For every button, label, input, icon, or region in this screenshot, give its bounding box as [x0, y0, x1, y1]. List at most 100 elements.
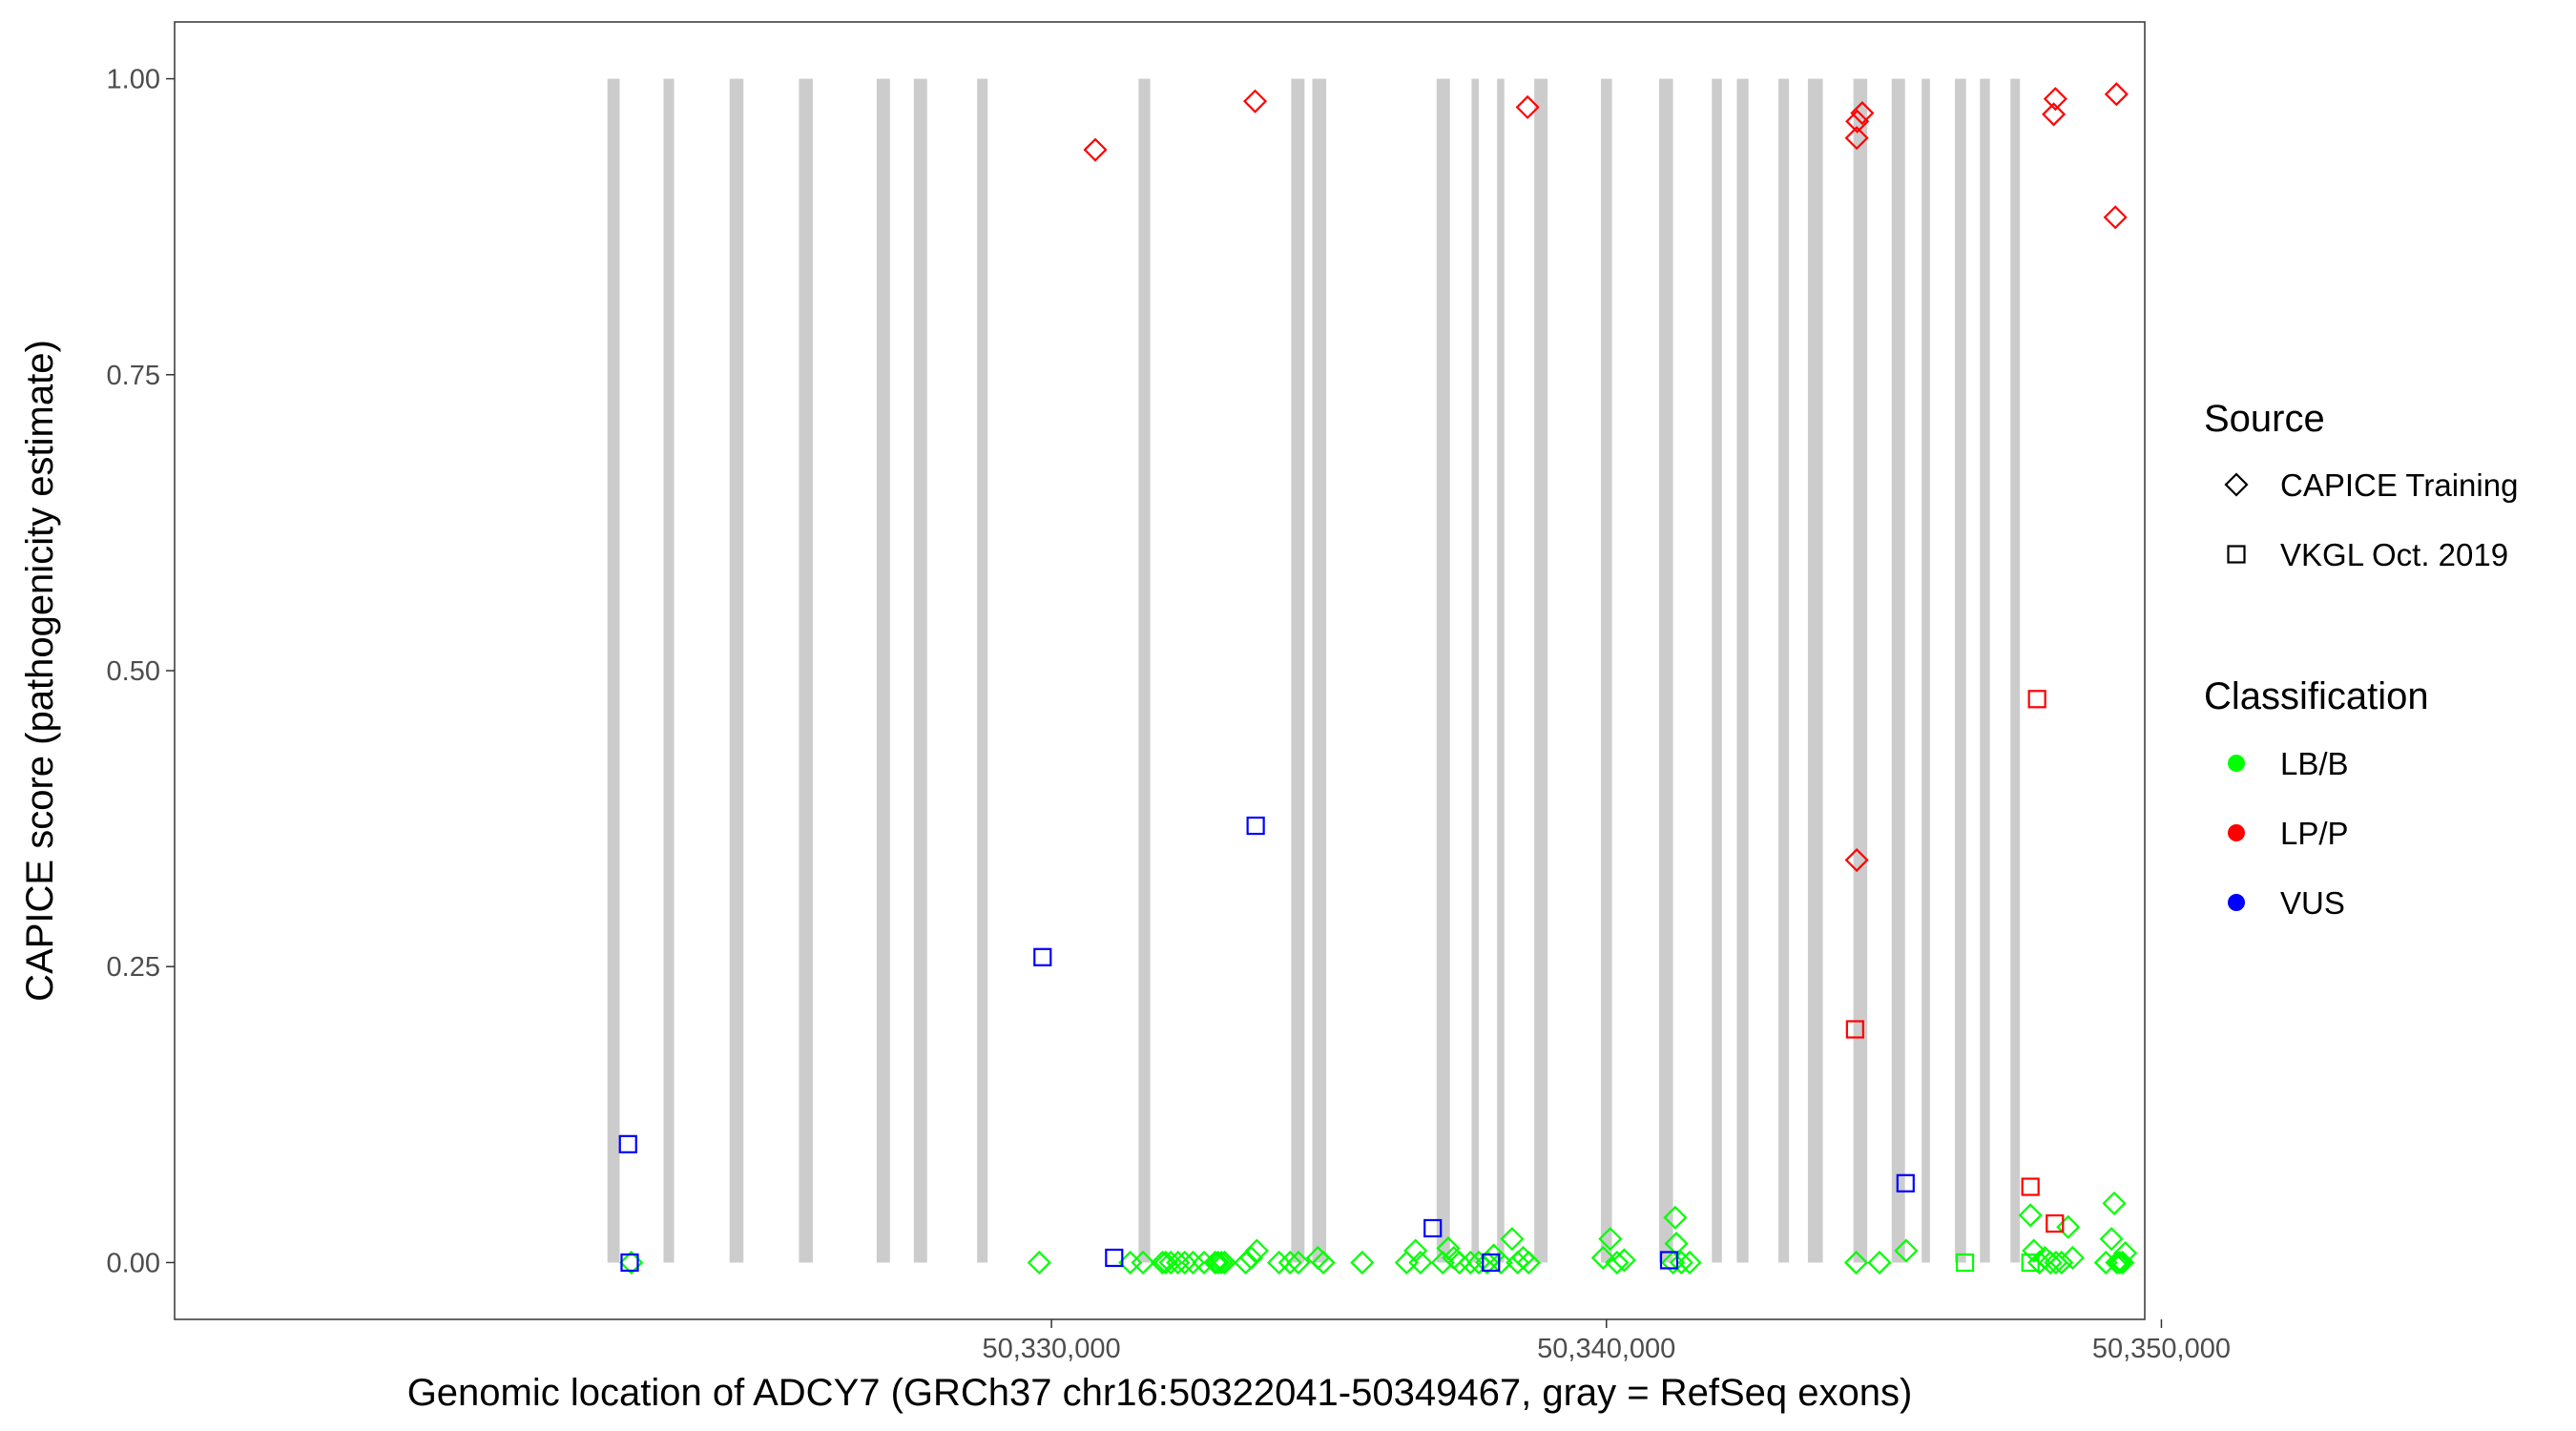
exon-band	[1778, 78, 1790, 1263]
exon-band	[1955, 78, 1966, 1263]
legend-classification-label: VUS	[2280, 885, 2345, 921]
vkgl-vus-point	[1423, 1218, 1443, 1238]
capice-training-lbb-point	[2060, 1245, 2085, 1271]
data-points	[618, 82, 2138, 1275]
exon-band	[913, 78, 927, 1263]
capice-training-lbb-point	[1500, 1227, 1525, 1252]
capice-training-lbb-point	[1516, 1250, 1541, 1275]
exon-band	[1291, 78, 1305, 1263]
exon-band	[1853, 78, 1868, 1263]
capice-training-lbb-point	[1430, 1250, 1455, 1275]
capice-training-lbb-point	[1605, 1250, 1630, 1275]
vkgl-vus-point	[1246, 816, 1265, 836]
legend-classification-label: LP/P	[2280, 816, 2349, 851]
capice-training-lbb-point	[1203, 1250, 1228, 1275]
vkgl-vus-point	[1659, 1251, 1679, 1270]
vkgl-lbb-point	[2021, 1253, 2040, 1273]
capice-training-lbb-point	[2102, 1191, 2127, 1215]
exon-band	[1659, 78, 1673, 1263]
legend-diamond-key	[2224, 472, 2249, 497]
capice-training-lpp-point	[1515, 94, 1540, 119]
legend-color-key	[2228, 755, 2245, 772]
capice-training-lbb-point	[1669, 1250, 1693, 1275]
exon-band	[1312, 78, 1327, 1263]
vkgl-vus-point	[620, 1253, 639, 1273]
legend-source-title: Source	[2204, 398, 2325, 440]
y-tick-label: 0.50	[107, 656, 160, 687]
capice-training-lbb-point	[1173, 1250, 1197, 1275]
capice-training-lbb-point	[1131, 1250, 1155, 1275]
capice-training-lbb-point	[2022, 1238, 2046, 1263]
capice-training-lbb-point	[1267, 1250, 1292, 1275]
exon-band	[1436, 78, 1450, 1263]
x-tick-label: 50,340,000	[1537, 1334, 1675, 1364]
legend-color-key	[2228, 894, 2245, 911]
vkgl-vus-point	[1896, 1173, 1915, 1192]
capice-training-lbb-point	[2038, 1250, 2063, 1275]
capice-training-lbb-point	[1598, 1227, 1623, 1252]
capice-training-lbb-point	[1408, 1250, 1433, 1275]
vkgl-lbb-point	[1955, 1253, 1975, 1273]
capice-training-lbb-point	[2105, 1250, 2129, 1275]
capice-training-lbb-point	[1894, 1238, 1919, 1263]
y-axis-title: CAPICE score (pathogenicity estimate)	[19, 340, 61, 1002]
exon-band	[1497, 78, 1505, 1263]
exon-band	[663, 78, 675, 1263]
vkgl-lpp-point	[2021, 1177, 2040, 1196]
y-tick-label: 0.75	[107, 361, 160, 391]
legend-color-key	[2228, 824, 2245, 841]
exon-band	[1807, 78, 1823, 1263]
capice-training-lbb-point	[2113, 1240, 2138, 1266]
capice-training-lbb-point	[1403, 1238, 1428, 1263]
exon-band	[1712, 78, 1722, 1263]
capice-training-lpp-point	[1242, 89, 1268, 114]
legend-classification-label: LB/B	[2280, 746, 2349, 781]
y-tick-label: 0.00	[107, 1248, 160, 1278]
exon-band	[1891, 78, 1905, 1263]
x-axis: 50,330,000 50,340,000 50,350,000	[982, 1319, 2231, 1364]
exon-band	[1600, 78, 1612, 1263]
capice-training-lpp-point	[2042, 102, 2067, 127]
y-tick-label: 0.25	[107, 952, 160, 983]
capice-training-lbb-point	[1311, 1250, 1336, 1275]
capice-training-lbb-point	[1206, 1250, 1231, 1275]
legend: Source Classification CAPICE Training VKG…	[2204, 398, 2518, 921]
capice-training-lbb-point	[1611, 1248, 1636, 1273]
capice-training-lbb-point	[2099, 1227, 2124, 1252]
legend-source-items: CAPICE Training VKGL Oct. 2019	[2224, 467, 2518, 572]
y-tick-label: 1.00	[107, 65, 160, 95]
vkgl-vus-point	[618, 1134, 637, 1153]
exon-band	[1138, 78, 1151, 1263]
capice-training-lpp-point	[1845, 109, 1870, 134]
capice-training-lbb-point	[1286, 1250, 1311, 1275]
capice-training-lbb-point	[1350, 1250, 1375, 1275]
exon-band	[1534, 78, 1548, 1263]
capice-training-lbb-point	[1180, 1250, 1205, 1275]
exon-band	[607, 78, 620, 1263]
capice-training-lpp-point	[2104, 82, 2129, 107]
x-tick-label: 50,350,000	[2092, 1334, 2231, 1364]
exon-band	[2010, 78, 2021, 1263]
capice-training-lbb-point	[1244, 1238, 1269, 1263]
legend-classification-title: Classification	[2204, 675, 2429, 717]
exon-band	[1471, 78, 1479, 1263]
exon-band	[1736, 78, 1749, 1263]
capice-training-lpp-point	[1844, 847, 1869, 873]
capice-training-lbb-point	[1590, 1245, 1615, 1271]
capice-training-lbb-point	[1677, 1250, 1702, 1275]
capice-training-lbb-point	[1867, 1250, 1892, 1275]
exon-band	[729, 78, 744, 1263]
legend-classification-items: LB/B LP/P VUS	[2228, 746, 2349, 921]
exon-band	[799, 78, 813, 1263]
exon-band	[1922, 78, 1930, 1263]
exon-band	[977, 78, 988, 1263]
capice-training-lpp-point	[1844, 126, 1869, 151]
capice-training-lpp-point	[2103, 205, 2128, 230]
capice-training-lbb-point	[1436, 1235, 1461, 1261]
capice-training-lbb-point	[2108, 1250, 2132, 1275]
x-tick-label: 50,330,000	[982, 1334, 1120, 1364]
capice-training-lpp-point	[1850, 100, 1875, 126]
capice-training-lbb-point	[1209, 1250, 1234, 1275]
x-axis-title: Genomic location of ADCY7 (GRCh37 chr16:…	[407, 1372, 1913, 1414]
